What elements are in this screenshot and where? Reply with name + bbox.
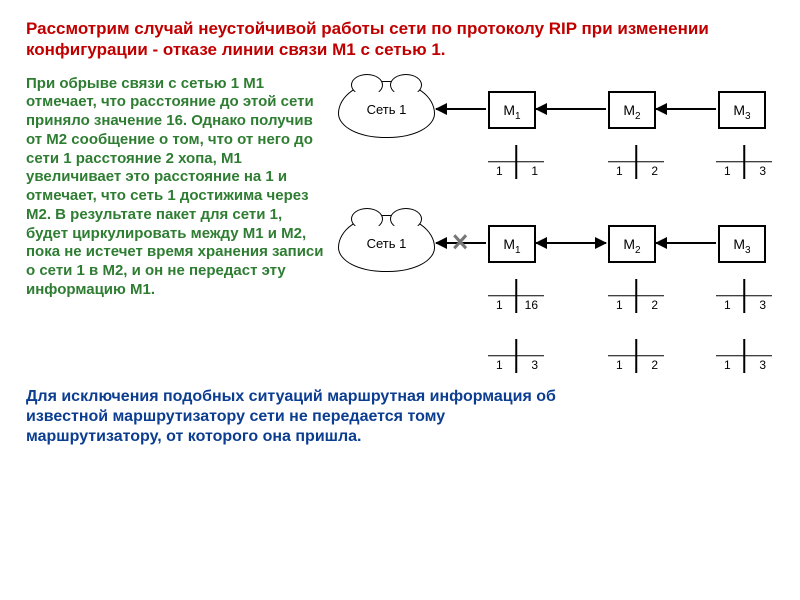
arrow-m2-m3 xyxy=(656,108,716,110)
arrow-m1-m2-bi xyxy=(536,242,606,244)
routing-table: 1 16 xyxy=(488,279,544,313)
arrow-m1-m2 xyxy=(536,108,606,110)
arrow-m2-m3 xyxy=(656,242,716,244)
router-m3: М3 xyxy=(718,91,766,129)
routing-table: 1 3 xyxy=(488,339,544,373)
routing-table: 1 3 xyxy=(716,339,772,373)
cloud-label: Сеть 1 xyxy=(367,236,407,251)
cloud-label: Сеть 1 xyxy=(367,102,407,117)
router-m3: М3 xyxy=(718,225,766,263)
routing-table: 1 3 xyxy=(716,145,772,179)
router-m2: М2 xyxy=(608,91,656,129)
router-m2: М2 xyxy=(608,225,656,263)
left-paragraph: При обрыве связи с сетью 1 М1 отмечает, … xyxy=(26,75,326,381)
routing-table: 1 2 xyxy=(608,145,664,179)
arrow-cloud-m1 xyxy=(436,108,486,110)
broken-link-icon: ✕ xyxy=(451,228,469,257)
diagram-before: Сеть 1 М1 М2 М3 xyxy=(338,79,778,187)
routing-table: 1 3 xyxy=(716,279,772,313)
routing-table: 1 1 xyxy=(488,145,544,179)
router-m1: М1 xyxy=(488,91,536,129)
router-m1: М1 xyxy=(488,225,536,263)
page-title: Рассмотрим случай неустойчивой работы се… xyxy=(26,18,778,61)
network-cloud: Сеть 1 xyxy=(338,215,435,272)
network-cloud: Сеть 1 xyxy=(338,81,435,138)
footer-paragraph: Для исключения подобных ситуаций маршрут… xyxy=(26,387,566,447)
routing-table: 1 2 xyxy=(608,339,664,373)
routing-table: 1 2 xyxy=(608,279,664,313)
diagram-after: Сеть 1 ✕ М1 М2 М3 xyxy=(338,213,778,381)
